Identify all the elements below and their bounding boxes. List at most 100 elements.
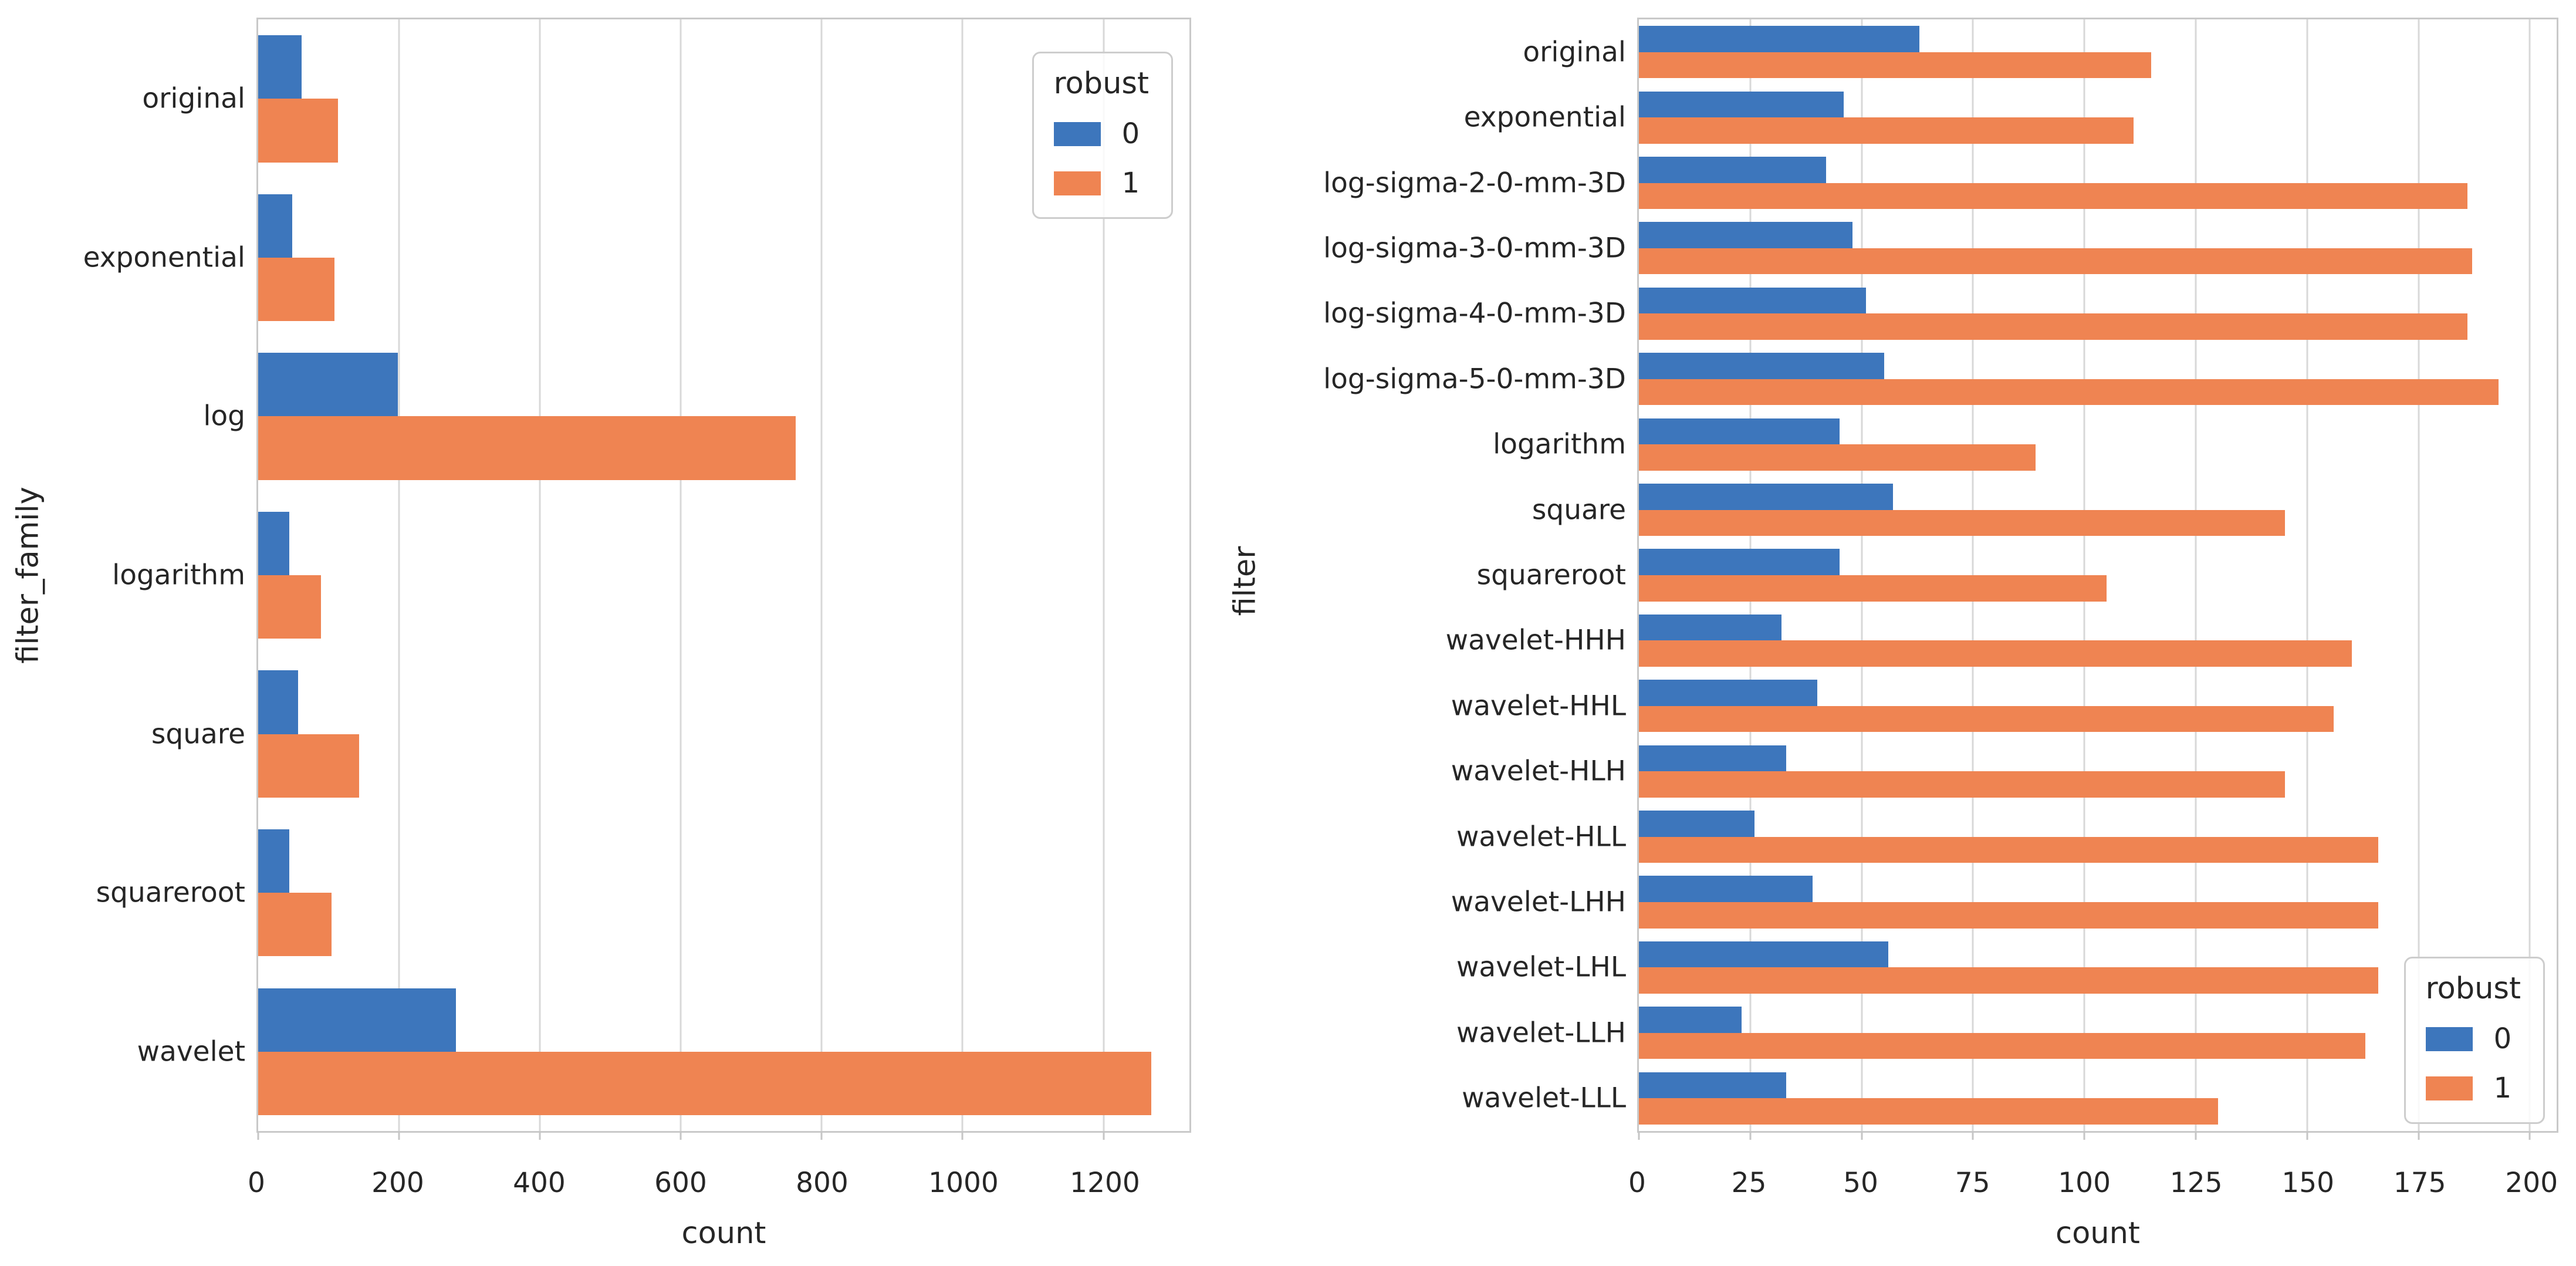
x-tick-mark — [1749, 1131, 1752, 1140]
bar-robust-0 — [258, 35, 302, 99]
x-tick-mark — [1103, 1131, 1105, 1140]
x-tick-label: 125 — [2169, 1167, 2223, 1199]
bar-robust-0 — [1639, 287, 1867, 314]
gridline — [539, 19, 541, 1131]
category-row: wavelet-LLH — [1456, 1000, 2557, 1065]
y-tick-label: wavelet-HLH — [1451, 755, 1626, 788]
left-y-axis-label: filter_family — [11, 487, 46, 664]
legend-entry-label: 0 — [1121, 117, 1140, 150]
bar-robust-0 — [1639, 26, 1920, 52]
gridline — [2418, 19, 2420, 1131]
bar-robust-0 — [1639, 876, 1813, 902]
right-x-axis-label: count — [2056, 1216, 2140, 1251]
bar-robust-0 — [1639, 91, 1844, 118]
category-row: wavelet-LLL — [1462, 1066, 2557, 1131]
legend-entry-label: 1 — [2493, 1072, 2512, 1105]
gridline — [2195, 19, 2197, 1131]
category-rows: original exponential log-sigma-2-0-mm-3D lo… — [1323, 19, 2557, 1131]
gridline — [398, 19, 400, 1131]
left-chart-plot-area: original exponential log logarithm square squ… — [83, 18, 1191, 1140]
x-tick-mark — [2195, 1131, 2197, 1140]
bar-robust-1 — [1639, 52, 2152, 79]
category-row: log-sigma-4-0-mm-3D — [1323, 281, 2557, 346]
category-row: log — [203, 337, 1189, 496]
x-tick-mark — [1638, 1131, 1640, 1140]
bar-robust-0 — [1639, 418, 1840, 445]
bar-robust-1 — [1639, 640, 2352, 667]
y-tick-label: log-sigma-2-0-mm-3D — [1323, 167, 1626, 200]
x-tick-mark — [2528, 1131, 2531, 1140]
y-tick-label: exponential — [1463, 101, 1626, 134]
left-x-axis-label: count — [681, 1216, 766, 1251]
bar-robust-1 — [1639, 705, 2334, 732]
legend-entry: 1 — [1053, 167, 1149, 200]
bar-robust-0 — [258, 988, 457, 1052]
bar-robust-0 — [1639, 222, 1853, 248]
bar-robust-1 — [1639, 379, 2499, 406]
bar-robust-0 — [258, 194, 292, 258]
category-row: log-sigma-3-0-mm-3D — [1323, 215, 2557, 281]
left-x-axis-ticks: 0 200 400 600 800 1000 1200 — [248, 1167, 1191, 1202]
category-row: wavelet-HHH — [1446, 608, 2557, 673]
x-tick-label: 0 — [248, 1167, 265, 1199]
bar-robust-0 — [1639, 353, 1884, 379]
y-tick-label: log — [203, 400, 245, 433]
category-row: logarithm — [112, 496, 1189, 655]
x-tick-mark — [680, 1131, 682, 1140]
bar-robust-0 — [1639, 156, 1826, 183]
y-tick-label: logarithm — [1493, 428, 1626, 461]
bar-robust-1 — [1639, 1032, 2365, 1059]
legend-swatch-0 — [2425, 1027, 2473, 1051]
bar-robust-1 — [258, 575, 321, 639]
bar-robust-1 — [1639, 771, 2285, 798]
legend-entry-label: 1 — [1121, 167, 1140, 200]
gridline — [2528, 19, 2531, 1131]
category-row: exponential — [83, 178, 1189, 337]
bar-robust-0 — [258, 353, 398, 417]
x-tick-mark — [2083, 1131, 2085, 1140]
right-y-axis-label: filter — [1228, 546, 1263, 616]
category-row: wavelet-HHL — [1451, 673, 2557, 738]
x-tick-label: 1200 — [1070, 1167, 1140, 1199]
legend-title: robust — [2425, 971, 2521, 1006]
legend-entry: 0 — [1053, 117, 1149, 150]
y-tick-label: wavelet-HLL — [1456, 821, 1626, 853]
bar-robust-1 — [258, 99, 338, 163]
bar-robust-1 — [1639, 313, 2468, 340]
bar-robust-0 — [258, 829, 289, 893]
category-row: log-sigma-5-0-mm-3D — [1323, 346, 2557, 411]
category-row: logarithm — [1493, 411, 2557, 477]
legend: robust 0 1 — [1032, 52, 1173, 219]
bar-robust-1 — [258, 257, 334, 322]
category-row: squareroot — [96, 813, 1189, 973]
bar-robust-1 — [258, 1051, 1152, 1115]
category-row: wavelet-HLH — [1451, 738, 2557, 804]
bar-robust-0 — [1639, 941, 1889, 968]
gridline — [961, 19, 964, 1131]
bar-robust-1 — [1639, 967, 2379, 994]
x-tick-label: 150 — [2281, 1167, 2335, 1199]
category-row: original — [1523, 19, 2557, 85]
x-tick-mark — [820, 1131, 823, 1140]
category-row: wavelet — [137, 972, 1189, 1131]
x-tick-mark — [398, 1131, 400, 1140]
category-row: wavelet-LHH — [1451, 869, 2557, 934]
x-tick-mark — [539, 1131, 541, 1140]
y-tick-label: wavelet-HHH — [1445, 624, 1626, 657]
bar-robust-1 — [258, 893, 332, 957]
y-tick-label: original — [1523, 36, 1626, 69]
x-tick-mark — [1972, 1131, 1974, 1140]
gridline — [2306, 19, 2308, 1131]
y-tick-label: wavelet-HHL — [1451, 690, 1626, 723]
category-row: square — [1532, 477, 2557, 542]
x-tick-label: 1000 — [928, 1167, 999, 1199]
bar-robust-1 — [1639, 183, 2468, 210]
x-tick-mark — [257, 1131, 259, 1140]
bar-robust-1 — [258, 734, 359, 798]
y-tick-label: squareroot — [1476, 559, 1626, 592]
y-tick-label: square — [151, 718, 245, 751]
x-tick-label: 200 — [371, 1167, 424, 1199]
y-tick-label: log-sigma-3-0-mm-3D — [1323, 232, 1626, 265]
bar-robust-0 — [258, 511, 289, 576]
y-tick-label: wavelet-LHL — [1456, 951, 1626, 984]
